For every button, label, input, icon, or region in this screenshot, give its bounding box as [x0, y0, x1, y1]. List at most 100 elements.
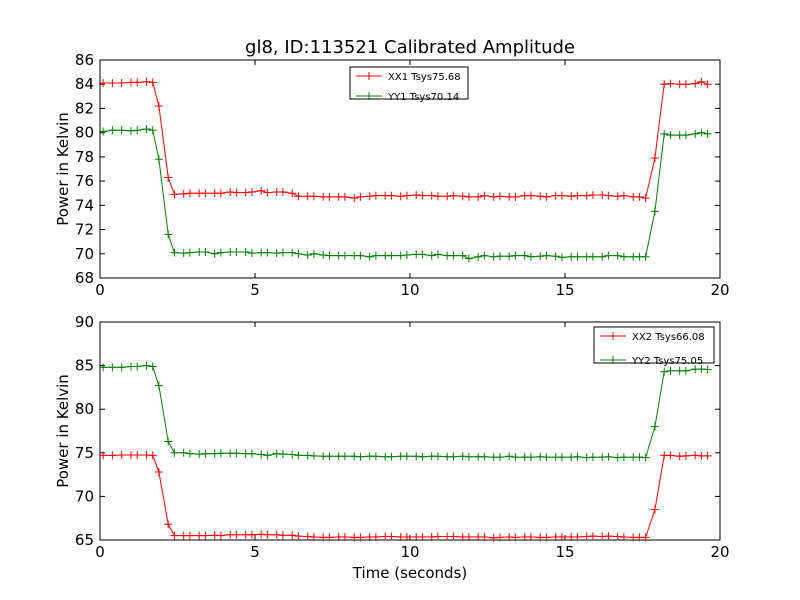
y-tick-label: 82	[75, 99, 94, 117]
data-point-marker	[142, 125, 151, 134]
data-point-marker	[387, 191, 396, 200]
data-point-marker	[619, 532, 628, 541]
data-point-marker	[495, 453, 504, 462]
data-point-marker	[495, 192, 504, 201]
x-tick-label: 15	[555, 281, 574, 299]
data-point-marker	[449, 532, 458, 541]
data-point-marker	[179, 448, 188, 457]
data-point-marker	[703, 365, 712, 374]
data-point-marker	[185, 248, 194, 257]
data-point-marker	[613, 251, 622, 260]
data-point-marker	[703, 451, 712, 460]
data-point-marker	[697, 77, 706, 86]
data-point-marker	[371, 251, 380, 260]
data-point-marker	[588, 453, 597, 462]
data-point-marker	[641, 194, 650, 203]
data-point-marker	[164, 520, 173, 529]
data-point-marker	[526, 252, 535, 261]
y-tick-label: 78	[75, 148, 94, 166]
data-point-marker	[99, 127, 108, 136]
data-point-marker	[660, 367, 669, 376]
data-point-marker	[127, 126, 135, 135]
data-point-marker	[511, 453, 520, 462]
data-point-marker	[489, 252, 498, 261]
data-point-marker	[325, 533, 334, 542]
data-point-marker	[650, 422, 659, 431]
y-tick-label: 68	[75, 269, 94, 287]
data-point-marker	[210, 249, 219, 258]
data-point-marker	[387, 452, 396, 461]
legend-swatch-marker	[609, 332, 617, 340]
data-point-marker	[247, 449, 256, 458]
data-point-marker	[526, 532, 535, 541]
y-axis-label: Power in Kelvin	[54, 374, 72, 488]
data-point-marker	[573, 191, 582, 200]
legend-label: XX1 Tsys75.68	[388, 72, 461, 83]
data-point-marker	[604, 251, 613, 260]
data-point-marker	[133, 450, 142, 459]
data-point-marker	[117, 450, 126, 459]
x-axis-label: Time (seconds)	[352, 564, 468, 582]
data-point-marker	[164, 437, 173, 446]
data-point-marker	[164, 230, 173, 239]
data-point-marker	[272, 249, 281, 258]
data-point-marker	[557, 253, 566, 262]
data-point-marker	[201, 189, 210, 198]
data-point-marker	[148, 126, 157, 135]
data-point-marker	[703, 129, 712, 138]
data-point-marker	[604, 532, 613, 541]
legend-label: YY1 Tsys70.14	[387, 92, 459, 103]
data-point-marker	[340, 251, 349, 260]
data-point-marker	[325, 192, 334, 201]
data-point-marker	[356, 192, 365, 201]
data-point-marker	[263, 248, 272, 257]
data-point-marker	[449, 191, 458, 200]
data-point-marker	[387, 251, 396, 260]
data-point-marker	[108, 451, 117, 460]
data-point-marker	[154, 102, 163, 111]
data-point-marker	[247, 249, 256, 258]
data-point-marker	[99, 451, 108, 460]
data-point-marker	[201, 531, 210, 540]
data-point-marker	[247, 188, 256, 197]
data-point-marker	[170, 448, 179, 457]
data-point-marker	[257, 450, 266, 459]
x-tick-label: 5	[250, 281, 260, 299]
series-line	[103, 128, 708, 260]
x-tick-label: 5	[250, 543, 260, 561]
data-point-marker	[263, 451, 272, 460]
data-point-marker	[356, 251, 365, 260]
data-point-marker	[99, 363, 108, 372]
data-point-marker	[133, 78, 142, 87]
data-point-marker	[226, 188, 235, 197]
data-point-marker	[241, 188, 250, 197]
data-point-marker	[185, 189, 194, 198]
data-point-marker	[288, 189, 297, 198]
data-point-marker	[464, 192, 473, 201]
data-point-marker	[619, 252, 628, 261]
data-point-marker	[350, 194, 359, 203]
data-point-marker	[511, 192, 520, 201]
data-point-marker	[505, 452, 514, 461]
data-point-marker	[309, 192, 318, 201]
data-point-marker	[511, 251, 520, 260]
data-point-marker	[170, 190, 179, 199]
data-point-marker	[474, 252, 483, 261]
figure-title: gl8, ID:113521 Calibrated Amplitude	[245, 37, 575, 58]
data-point-marker	[542, 192, 551, 201]
data-point-marker	[464, 254, 473, 263]
data-point-marker	[681, 451, 690, 460]
data-point-marker	[641, 453, 650, 462]
data-point-marker	[142, 361, 151, 370]
data-point-marker	[681, 80, 690, 89]
data-point-marker	[641, 252, 650, 261]
data-point-marker	[278, 450, 287, 459]
legend-swatch-marker	[365, 72, 373, 80]
data-point-marker	[216, 189, 225, 198]
data-point-marker	[387, 532, 396, 541]
data-point-marker	[142, 77, 151, 86]
data-point-marker	[185, 449, 194, 458]
data-point-marker	[418, 532, 427, 541]
data-point-marker	[449, 251, 458, 260]
data-point-marker	[154, 467, 163, 476]
